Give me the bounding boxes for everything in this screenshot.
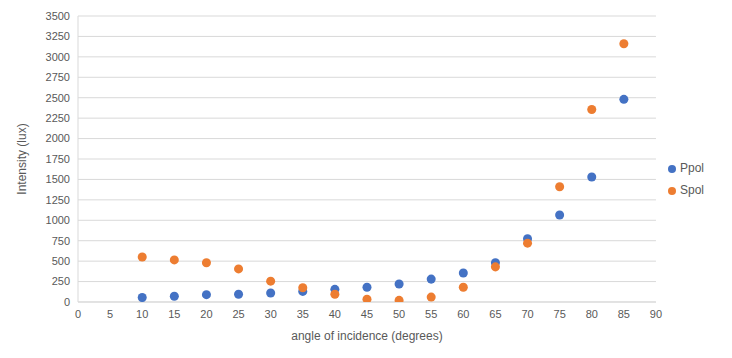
svg-text:60: 60 bbox=[457, 308, 469, 320]
html-text:Spol: Spol bbox=[680, 183, 704, 197]
svg-text:3500: 3500 bbox=[46, 10, 70, 22]
svg-text:55: 55 bbox=[425, 308, 437, 320]
svg-text:1750: 1750 bbox=[46, 153, 70, 165]
svg-text:30: 30 bbox=[265, 308, 277, 320]
svg-text:45: 45 bbox=[361, 308, 373, 320]
svg-text:1250: 1250 bbox=[46, 194, 70, 206]
svg-text:35: 35 bbox=[297, 308, 309, 320]
svg-text:3250: 3250 bbox=[46, 30, 70, 42]
svg-text:500: 500 bbox=[52, 255, 70, 267]
svg-text:Intensity (lux): Intensity (lux) bbox=[15, 123, 29, 194]
svg-text:1000: 1000 bbox=[46, 214, 70, 226]
svg-text:0: 0 bbox=[75, 308, 81, 320]
svg-text:65: 65 bbox=[489, 308, 501, 320]
svg-text:70: 70 bbox=[521, 308, 533, 320]
svg-text:2750: 2750 bbox=[46, 71, 70, 83]
svg-text:750: 750 bbox=[52, 235, 70, 247]
svg-text:25: 25 bbox=[232, 308, 244, 320]
html-text:Ppol: Ppol bbox=[680, 161, 704, 175]
svg-text:3000: 3000 bbox=[46, 51, 70, 63]
svg-text:80: 80 bbox=[586, 308, 598, 320]
svg-text:0: 0 bbox=[64, 296, 70, 308]
svg-text:75: 75 bbox=[554, 308, 566, 320]
svg-text:1500: 1500 bbox=[46, 173, 70, 185]
svg-text:90: 90 bbox=[650, 308, 662, 320]
svg-text:2250: 2250 bbox=[46, 112, 70, 124]
svg-text:50: 50 bbox=[393, 308, 405, 320]
svg-text:15: 15 bbox=[168, 308, 180, 320]
svg-text:angle of incidence (degrees): angle of incidence (degrees) bbox=[291, 329, 442, 343]
svg-text:2500: 2500 bbox=[46, 92, 70, 104]
svg-text:20: 20 bbox=[200, 308, 212, 320]
svg-text:10: 10 bbox=[136, 308, 148, 320]
svg-text:5: 5 bbox=[107, 308, 113, 320]
svg-text:40: 40 bbox=[329, 308, 341, 320]
svg-text:250: 250 bbox=[52, 275, 70, 287]
svg-text:85: 85 bbox=[618, 308, 630, 320]
svg-text:2000: 2000 bbox=[46, 132, 70, 144]
